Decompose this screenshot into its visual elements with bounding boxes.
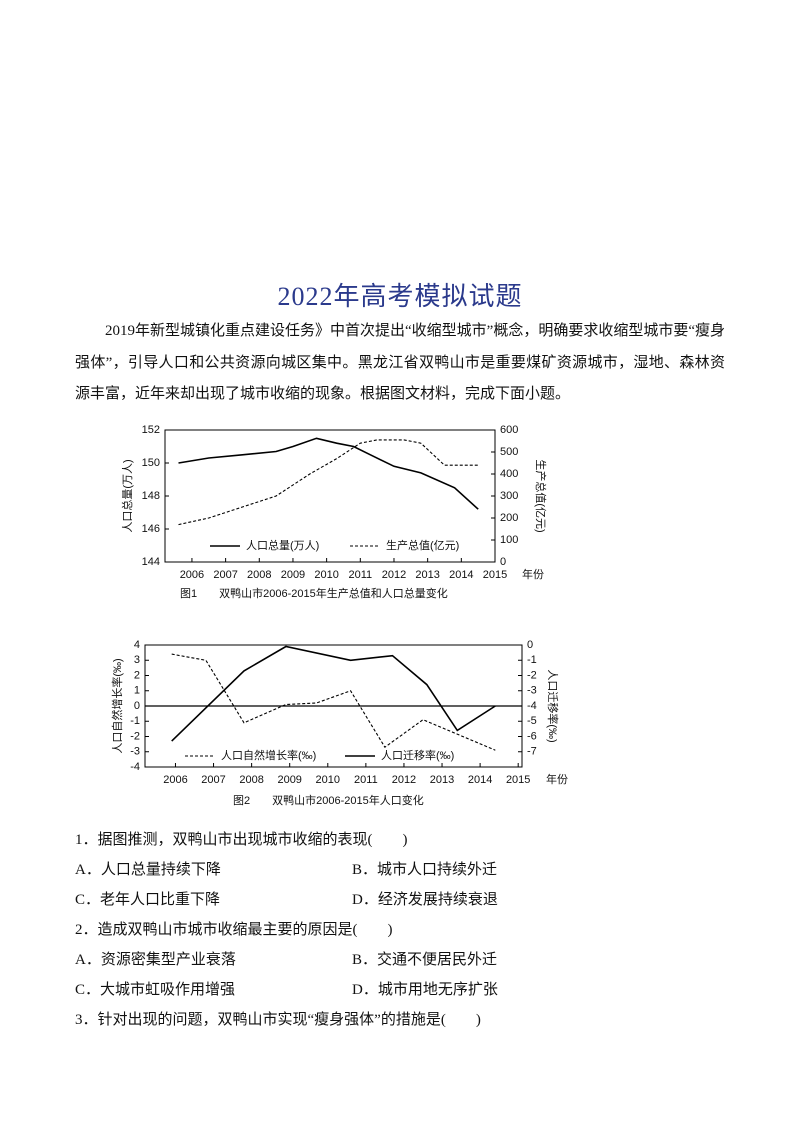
y2-tick-label: 0: [500, 556, 506, 568]
y-tick-label: 152: [142, 424, 160, 436]
x-tick-label: 2007: [213, 569, 237, 581]
legend-label: 人口自然增长率(‰): [221, 748, 316, 762]
y2-tick-label: 200: [500, 512, 518, 524]
figure-caption: 图1 双鸭山市2006-2015年生产总值和人口总量变化: [180, 586, 448, 600]
x-tick-label: 2015: [483, 569, 507, 581]
series-line: [171, 653, 496, 751]
y2-tick-label: 400: [500, 468, 518, 480]
question-option: B．交通不便居民外迁: [352, 952, 498, 968]
y-tick-label: -4: [130, 761, 140, 773]
y2-tick-label: 600: [500, 424, 518, 436]
legend-label: 人口迁移率(‰): [381, 748, 454, 762]
x-tick-label: 2008: [239, 774, 263, 786]
y-tick-label: 148: [142, 490, 160, 502]
x-tick-label: 2013: [415, 569, 439, 581]
question-option: A．资源密集型产业衰落: [75, 952, 236, 968]
series-line: [178, 437, 479, 510]
x-tick-label: 2010: [316, 774, 340, 786]
intro-paragraph: 2019年新型城镇化重点建设任务》中首次提出“收缩型城市”概念，明确要求收缩型城…: [75, 323, 725, 402]
x-tick-label: 2012: [392, 774, 416, 786]
y2-tick-label: -1: [527, 654, 537, 666]
y-tick-label: 2: [134, 669, 140, 681]
question-option: D．经济发展持续衰退: [352, 892, 498, 908]
x-tick-label: 2006: [163, 774, 187, 786]
y2-tick-label: -7: [527, 746, 537, 758]
y-tick-label: -2: [130, 730, 140, 742]
y-tick-label: 4: [134, 639, 140, 651]
legend-label: 人口总量(万人): [246, 538, 319, 552]
x-tick-label: 2014: [449, 569, 473, 581]
question-stem: 1．据图推测，双鸭山市出现城市收缩的表现( ): [75, 832, 408, 848]
page-title: 2022年高考模拟试题: [277, 282, 523, 311]
x-axis-title: 年份: [546, 772, 568, 786]
series-line: [178, 439, 479, 526]
y2-axis-title: 生产总值(亿元): [534, 459, 548, 532]
question-option: B．城市人口持续外迁: [352, 862, 498, 878]
y2-tick-label: -4: [527, 700, 537, 712]
x-tick-label: 2007: [201, 774, 225, 786]
legend-label: 生产总值(亿元): [386, 538, 459, 552]
x-tick-label: 2013: [430, 774, 454, 786]
y2-tick-label: -3: [527, 685, 537, 697]
question-option: C．大城市虹吸作用增强: [75, 982, 236, 998]
x-axis-title: 年份: [522, 567, 544, 581]
y2-tick-label: -5: [527, 715, 537, 727]
y-tick-label: 0: [134, 700, 140, 712]
x-tick-label: 2010: [314, 569, 338, 581]
y2-tick-label: 500: [500, 446, 518, 458]
y-axis-title: 人口总量(万人): [120, 459, 134, 532]
x-tick-label: 2011: [348, 569, 372, 581]
y-tick-label: 146: [142, 523, 160, 535]
y-tick-label: 1: [134, 685, 140, 697]
question-option: A．人口总量持续下降: [75, 862, 221, 878]
x-tick-label: 2008: [247, 569, 271, 581]
y2-tick-label: -2: [527, 669, 537, 681]
y-tick-label: -3: [130, 746, 140, 758]
x-tick-label: 2012: [382, 569, 406, 581]
y2-tick-label: -6: [527, 730, 537, 742]
y-tick-label: 144: [142, 556, 160, 568]
x-tick-label: 2009: [281, 569, 305, 581]
series-line: [171, 645, 496, 742]
question-option: C．老年人口比重下降: [75, 892, 221, 908]
y2-tick-label: 0: [527, 639, 533, 651]
y-axis-title: 人口自然增长率(‰): [110, 658, 124, 753]
x-tick-label: 2009: [277, 774, 301, 786]
figure-caption: 图2 双鸭山市2006-2015年人口变化: [233, 793, 424, 807]
y-tick-label: -1: [130, 715, 140, 727]
y-tick-label: 150: [142, 457, 160, 469]
x-tick-label: 2011: [354, 774, 378, 786]
y2-axis-title: 人口迁移率(‰): [546, 669, 560, 742]
y-tick-label: 3: [134, 654, 140, 666]
x-tick-label: 2006: [180, 569, 204, 581]
y2-tick-label: 100: [500, 534, 518, 546]
y2-tick-label: 300: [500, 490, 518, 502]
question-option: D．城市用地无序扩张: [352, 982, 498, 998]
x-tick-label: 2015: [506, 774, 530, 786]
x-tick-label: 2014: [468, 774, 492, 786]
question-stem: 3．针对出现的问题，双鸭山市实现“瘦身强体”的措施是( ): [75, 1012, 481, 1028]
question-stem: 2．造成双鸭山市城市收缩最主要的原因是( ): [75, 922, 393, 938]
